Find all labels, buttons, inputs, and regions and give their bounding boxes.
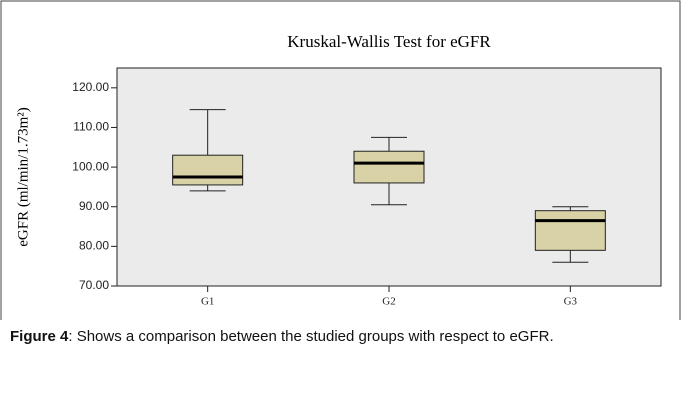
figure-border — [0, 0, 681, 320]
y-axis-label: eGFR (ml/min/1.73m²) — [15, 107, 31, 247]
caption: Figure 4: Shows a comparison between the… — [10, 326, 670, 347]
y-tick-label: 100.00 — [72, 159, 109, 173]
x-tick-label: G2 — [382, 296, 395, 308]
y-tick-label: 90.00 — [79, 199, 109, 213]
x-tick-label: G3 — [564, 296, 578, 308]
box — [172, 154, 244, 186]
box — [353, 150, 425, 184]
y-tick-label: 80.00 — [79, 239, 109, 253]
x-tick-label: G1 — [201, 296, 214, 308]
y-tick-label: 110.00 — [73, 120, 109, 134]
box — [534, 210, 606, 251]
chart: Kruskal-Wallis Test for eGFR eGFR (ml/mi… — [0, 0, 681, 320]
caption-text: : Shows a comparison between the studied… — [68, 328, 554, 345]
y-tick-label: 70.00 — [79, 278, 109, 292]
y-tick-label: 120.00 — [72, 80, 109, 94]
caption-label: Figure 4 — [10, 328, 69, 345]
chart-title: Kruskal-Wallis Test for eGFR — [287, 32, 491, 51]
